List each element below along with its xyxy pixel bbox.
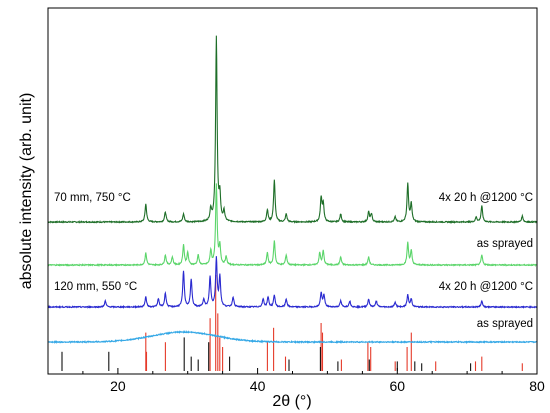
series-line-3 <box>47 256 538 309</box>
plot-area <box>47 35 538 371</box>
x-axis-label: 2θ (°) <box>272 393 311 410</box>
plot-frame <box>47 7 538 375</box>
series-line-2 <box>47 183 538 268</box>
y-axis-label: absolute intensity (arb. unit) <box>18 93 35 290</box>
series-label-70mm: 70 mm, 750 °C <box>54 192 131 204</box>
condition-label-as-sprayed-1: as sprayed <box>477 238 533 250</box>
x-tick-label: 60 <box>390 378 406 394</box>
x-tick-label: 80 <box>529 378 545 394</box>
x-axis-ticks: 20 40 60 80 <box>47 368 545 394</box>
condition-label-120mm: 4x 20 h @1200 °C <box>439 281 533 293</box>
series-label-120mm: 120 mm, 550 °C <box>54 281 137 293</box>
x-tick-label: 20 <box>110 378 126 394</box>
x-tick-label: 40 <box>250 378 266 394</box>
condition-label-as-sprayed-2: as sprayed <box>477 318 533 330</box>
series-line-1 <box>47 35 538 225</box>
condition-label-70mm: 4x 20 h @1200 °C <box>439 192 533 204</box>
series-line-4 <box>47 329 538 345</box>
